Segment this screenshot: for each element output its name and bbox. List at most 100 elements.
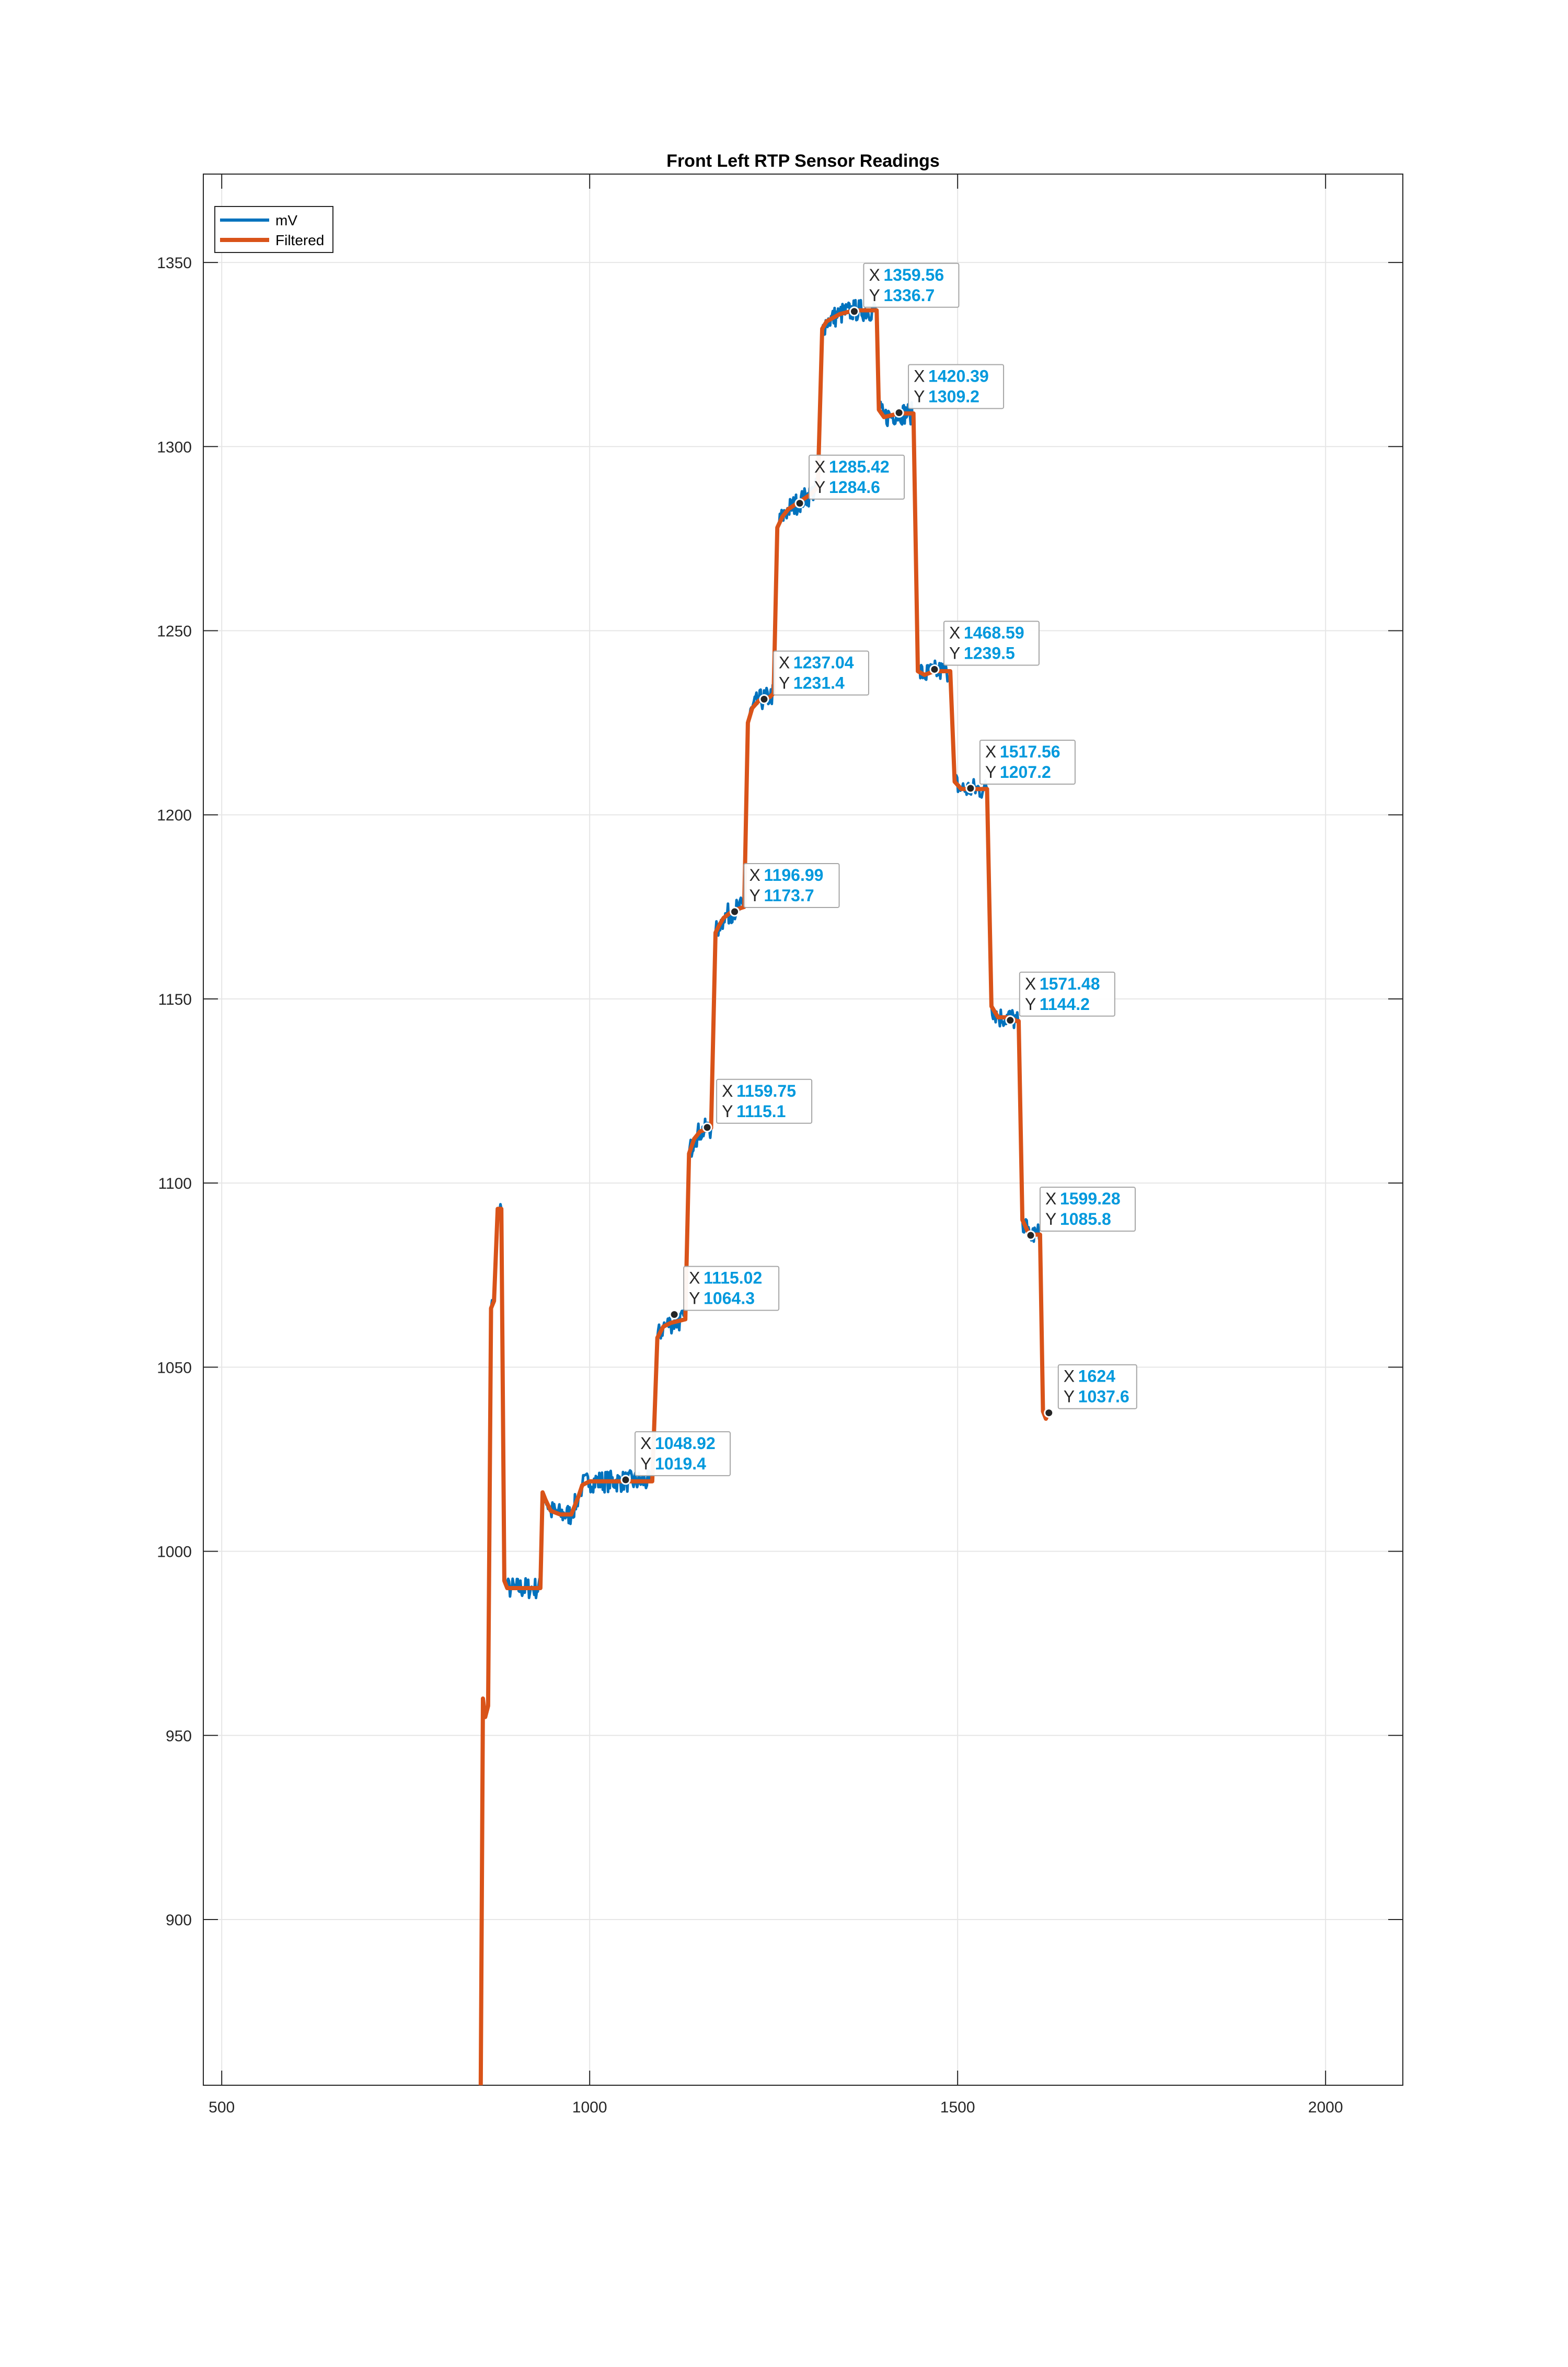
datatip-x-value: 1571.48 [1040,974,1100,993]
datatip-x-key: X [814,457,825,476]
datatip-box [809,454,905,500]
datatip-marker [730,906,740,917]
y-tick-label: 1250 [157,623,192,640]
datatip-x-key: X [779,653,790,672]
datatip-x-key: X [722,1082,733,1100]
datatip-y-value: 1019.4 [655,1454,706,1473]
datatip-x-value: 1468.59 [964,623,1024,642]
y-tick-label: 1300 [157,439,192,456]
datatip-y-key: Y [1064,1387,1075,1406]
datatip-box [743,863,840,908]
series-filtered-line [478,308,1051,2085]
datatip-x-key: X [1064,1367,1075,1386]
datatip-y-key: Y [1045,1210,1056,1228]
datatip-x-key: X [869,266,880,284]
datatip[interactable]: X 1159.75Y 1115.1 [702,1078,813,1133]
datatip-box [863,262,960,308]
y-tick-label: 1350 [157,255,192,272]
y-tick-label: 950 [166,1728,192,1745]
tick-labels-layer: 500 1000 1500 2000 900 950 1000 1050 1100 1150 120… [157,255,1343,2116]
y-tick-label: 1150 [158,991,192,1008]
datatip[interactable]: X 1468.59Y 1239.5 [929,621,1040,674]
datatip-marker [669,1309,679,1320]
datatip[interactable]: X 1115.02Y 1064.3 [669,1266,780,1320]
datatip-y-value: 1085.8 [1060,1210,1111,1228]
datatip-x-key: X [750,866,760,884]
datatip-y-key: Y [914,387,925,406]
datatip-y-key: Y [949,644,960,662]
datatip-box [943,621,1040,666]
datatip-marker [620,1475,631,1485]
datatip-box [716,1078,813,1124]
datatip-y-value: 1239.5 [964,644,1015,662]
datatip-y-key: Y [640,1454,651,1473]
datatip[interactable]: X 1359.56Y 1336.7 [849,262,960,317]
x-tick-label: 2000 [1308,2099,1343,2116]
datatip-marker [849,306,859,317]
datatip-y-key: Y [1025,995,1036,1014]
y-tick-label: 1050 [157,1359,192,1376]
datatip-box [773,650,869,696]
datatip-x-value: 1237.04 [793,653,854,672]
datatip-y-value: 1309.2 [928,387,979,406]
axes-box [203,174,1403,2086]
x-tick-label: 500 [209,2099,235,2116]
legend-label: Filtered [275,232,324,248]
datatip[interactable]: X 1420.39Y 1309.2 [894,364,1005,418]
y-tick-label: 1200 [157,807,192,824]
datatip-x-key: X [949,623,960,642]
datatip-x-value: 1517.56 [1000,742,1060,761]
datatip[interactable]: X 1285.42Y 1284.6 [794,454,905,509]
chart-title: Front Left RTP Sensor Readings [666,151,940,171]
datatip-x-value: 1196.99 [764,866,824,884]
datatip[interactable]: X 1196.99Y 1173.7 [730,863,840,917]
axes-layer [203,174,1403,2086]
datatip-y-value: 1144.2 [1040,995,1090,1014]
datatip[interactable]: X 1599.28Y 1085.8 [1025,1187,1136,1240]
y-tick-label: 1000 [157,1544,192,1561]
datatip-x-value: 1599.28 [1060,1189,1121,1208]
datatip-y-value: 1173.7 [764,886,814,905]
y-tick-label: 1100 [158,1175,192,1192]
datatip-x-value: 1624 [1078,1367,1115,1386]
datatip-x-value: 1048.92 [655,1434,716,1453]
legend[interactable]: mV Filtered [214,206,333,253]
datatip-x-key: X [1045,1189,1056,1208]
datatip-y-key: Y [750,886,760,905]
datatip-y-key: Y [869,286,880,305]
datatip[interactable]: X 1571.48Y 1144.2 [1005,971,1115,1026]
datatip[interactable]: X 1237.04Y 1231.4 [759,650,869,705]
datatip-y-key: Y [814,478,825,497]
datatip-marker [1025,1230,1036,1240]
datatip[interactable]: X 1048.92Y 1019.4 [620,1431,731,1485]
datatip-box [979,739,1076,785]
datatip-marker [759,694,769,705]
datatip-y-value: 1064.3 [704,1289,755,1308]
datatip-x-value: 1159.75 [736,1082,796,1100]
datatip-y-value: 1207.2 [1000,763,1051,782]
y-tick-label: 900 [166,1912,192,1929]
datatip[interactable]: X 1517.56Y 1207.2 [965,739,1076,794]
datatip-y-value: 1284.6 [829,478,880,497]
datatip-y-key: Y [689,1289,700,1308]
datatip-y-key: Y [779,674,790,693]
datatip-x-key: X [985,742,996,761]
datatip-box [1019,971,1115,1017]
datatip-x-key: X [1025,974,1036,993]
x-tick-label: 1500 [940,2099,975,2116]
datatip-y-value: 1037.6 [1078,1387,1129,1406]
datatip-marker [1044,1408,1054,1418]
datatip-y-key: Y [985,763,996,782]
datatip-y-value: 1231.4 [793,674,845,693]
datatip-x-value: 1420.39 [928,366,989,385]
datatip-y-value: 1336.7 [883,286,935,305]
datatip-marker [1005,1015,1016,1026]
grid-layer [203,174,1403,2085]
datatip-x-value: 1115.02 [704,1269,762,1288]
datatip-box [683,1266,780,1311]
series-layer [478,298,1051,2085]
datatip-y-key: Y [722,1102,733,1121]
